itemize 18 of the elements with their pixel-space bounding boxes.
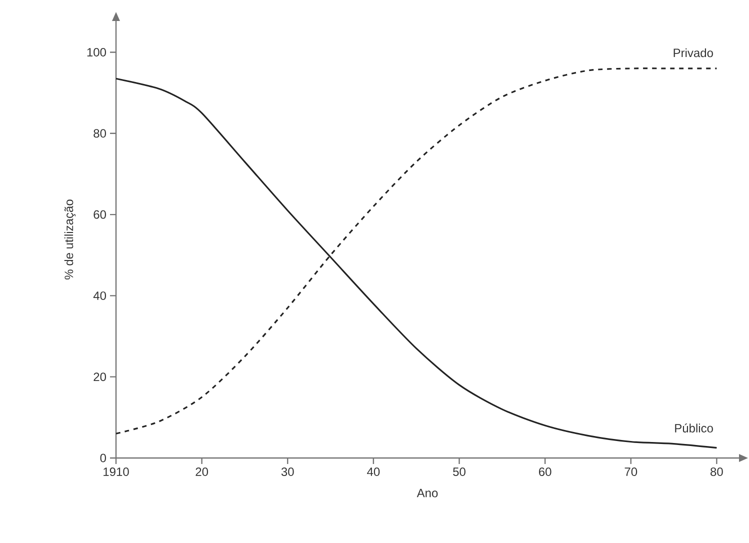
x-tick-label: 20 — [196, 468, 208, 476]
series-label: Público — [675, 424, 713, 432]
x-tick-label: 40 — [367, 468, 380, 476]
x-tick-label: 50 — [453, 468, 466, 476]
x-tick-label: 70 — [624, 468, 638, 476]
y-tick-label: 20 — [94, 372, 106, 382]
y-tick-label: 60 — [94, 210, 106, 219]
y-tick-label: 0 — [100, 454, 106, 462]
y-tick-label: 40 — [93, 291, 106, 300]
x-tick-label: 1910 — [104, 468, 129, 476]
y-tick-label: 80 — [94, 129, 106, 138]
x-tick-label: 60 — [539, 468, 552, 476]
y-axis-title: % de utilização — [64, 200, 76, 280]
x-tick-label: 80 — [710, 468, 723, 476]
series-label: Privado — [674, 48, 713, 58]
x-tick-label: 30 — [281, 468, 294, 476]
y-tick-label: 100 — [87, 48, 106, 56]
x-axis-title: Ano — [416, 488, 438, 498]
